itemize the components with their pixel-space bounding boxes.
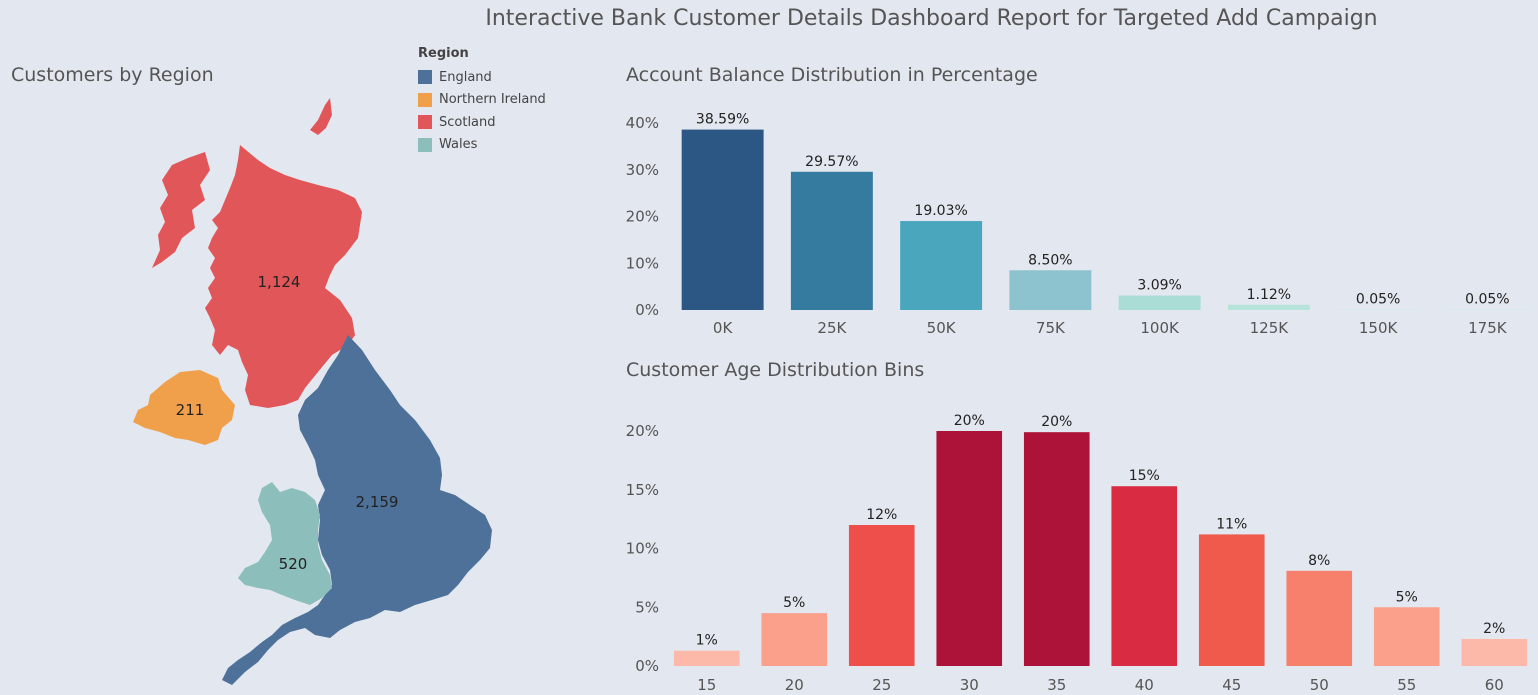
bar-value-label: 20% bbox=[1041, 414, 1072, 430]
legend-item-england[interactable]: England bbox=[418, 66, 546, 89]
bar[interactable] bbox=[1009, 270, 1092, 310]
age-distribution-chart: 0% 5% 10% 15% 20% 1% 15 5% 20 12% 25 20% 30 20% 35 15% 4… bbox=[626, 413, 1528, 694]
bar[interactable] bbox=[936, 431, 1003, 666]
y-tick-label: 15% bbox=[626, 481, 659, 499]
x-tick-label: 175K bbox=[1468, 319, 1508, 337]
bar-value-label: 1% bbox=[696, 633, 718, 649]
map-label-scotland: 1,124 bbox=[258, 273, 301, 291]
y-tick-label: 10% bbox=[626, 540, 659, 558]
legend-label: Northern Ireland bbox=[439, 92, 546, 108]
x-tick-label: 0K bbox=[713, 319, 734, 337]
legend-swatch bbox=[418, 70, 432, 85]
y-tick-label: 0% bbox=[635, 301, 659, 319]
y-tick-label: 20% bbox=[626, 422, 659, 440]
legend-label: Scotland bbox=[439, 114, 496, 130]
bar[interactable] bbox=[761, 613, 828, 666]
legend-title: Region bbox=[418, 46, 469, 61]
x-tick-label: 50K bbox=[927, 319, 957, 337]
x-tick-label: 50 bbox=[1310, 676, 1329, 694]
uk-region-map: 1,124 211 2,159 520 bbox=[133, 98, 492, 685]
x-tick-label: 25K bbox=[817, 319, 847, 337]
legend-item-scotland[interactable]: Scotland bbox=[418, 111, 546, 134]
bar-value-label: 15% bbox=[1129, 468, 1160, 484]
balance-chart-title: Account Balance Distribution in Percenta… bbox=[626, 64, 1038, 86]
bar[interactable] bbox=[1118, 295, 1201, 310]
legend-label: England bbox=[439, 69, 492, 85]
map-region-wales[interactable] bbox=[238, 482, 332, 605]
bar-value-label: 29.57% bbox=[805, 154, 858, 170]
map-region-northern-ireland[interactable] bbox=[133, 370, 235, 445]
y-tick-label: 30% bbox=[626, 161, 659, 179]
bar-value-label: 20% bbox=[954, 413, 985, 429]
bar[interactable] bbox=[1461, 638, 1528, 666]
x-tick-label: 60 bbox=[1485, 676, 1504, 694]
map-region-scotland[interactable] bbox=[152, 98, 362, 408]
bar[interactable] bbox=[1198, 534, 1265, 666]
bar[interactable] bbox=[1227, 304, 1310, 310]
y-tick-label: 0% bbox=[635, 657, 659, 675]
x-tick-label: 55 bbox=[1397, 676, 1416, 694]
region-legend: Region England Northern Ireland Scotland Wa… bbox=[418, 46, 546, 156]
bar[interactable] bbox=[1286, 570, 1353, 666]
x-tick-label: 25 bbox=[872, 676, 891, 694]
bar-value-label: 0.05% bbox=[1465, 292, 1509, 308]
bar[interactable] bbox=[790, 171, 873, 310]
legend-swatch bbox=[418, 92, 432, 107]
legend-label: Wales bbox=[439, 137, 478, 153]
map-title: Customers by Region bbox=[11, 64, 214, 86]
bar[interactable] bbox=[1111, 486, 1178, 666]
legend-item-wales[interactable]: Wales bbox=[418, 134, 546, 157]
legend-swatch bbox=[418, 137, 432, 152]
y-tick-label: 20% bbox=[626, 208, 659, 226]
map-region-england[interactable] bbox=[222, 335, 492, 685]
legend-item-northern-ireland[interactable]: Northern Ireland bbox=[418, 89, 546, 112]
x-tick-label: 125K bbox=[1250, 319, 1290, 337]
x-tick-label: 40 bbox=[1135, 676, 1154, 694]
dashboard-title: Interactive Bank Customer Details Dashbo… bbox=[485, 6, 1378, 31]
bar[interactable] bbox=[673, 650, 740, 666]
bar[interactable] bbox=[1337, 309, 1420, 311]
bar-value-label: 5% bbox=[783, 595, 805, 611]
x-tick-label: 100K bbox=[1140, 319, 1180, 337]
bar-value-label: 5% bbox=[1396, 589, 1418, 605]
bar-value-label: 1.12% bbox=[1247, 287, 1291, 303]
bar-value-label: 0.05% bbox=[1356, 292, 1400, 308]
bar[interactable] bbox=[848, 525, 915, 666]
bar-value-label: 8.50% bbox=[1028, 252, 1072, 268]
x-tick-label: 75K bbox=[1036, 319, 1066, 337]
bar[interactable] bbox=[681, 129, 764, 310]
map-label-england: 2,159 bbox=[356, 493, 399, 511]
bar-value-label: 11% bbox=[1216, 516, 1247, 532]
x-tick-label: 20 bbox=[785, 676, 804, 694]
bar-value-label: 12% bbox=[866, 507, 897, 523]
y-tick-label: 40% bbox=[626, 114, 659, 132]
age-chart-title: Customer Age Distribution Bins bbox=[626, 359, 925, 381]
bar[interactable] bbox=[1446, 309, 1529, 311]
balance-distribution-chart: 0% 10% 20% 30% 40% 38.59% 0K 29.57% 25K 19.03% 50K… bbox=[626, 112, 1529, 337]
bar-value-label: 8% bbox=[1308, 553, 1330, 569]
bar[interactable] bbox=[1373, 607, 1440, 666]
map-label-wales: 520 bbox=[279, 555, 308, 573]
map-label-northern-ireland: 211 bbox=[176, 401, 205, 419]
legend-swatch bbox=[418, 115, 432, 130]
bar-value-label: 2% bbox=[1483, 621, 1505, 637]
x-tick-label: 15 bbox=[697, 676, 716, 694]
x-tick-label: 35 bbox=[1047, 676, 1066, 694]
bar-value-label: 3.09% bbox=[1137, 278, 1181, 294]
x-tick-label: 30 bbox=[960, 676, 979, 694]
y-tick-label: 10% bbox=[626, 254, 659, 272]
bar-value-label: 38.59% bbox=[696, 112, 749, 128]
bar[interactable] bbox=[900, 221, 983, 310]
x-tick-label: 150K bbox=[1359, 319, 1399, 337]
x-tick-label: 45 bbox=[1222, 676, 1241, 694]
y-tick-label: 5% bbox=[635, 598, 659, 616]
bar-value-label: 19.03% bbox=[914, 203, 967, 219]
bar[interactable] bbox=[1023, 432, 1090, 666]
